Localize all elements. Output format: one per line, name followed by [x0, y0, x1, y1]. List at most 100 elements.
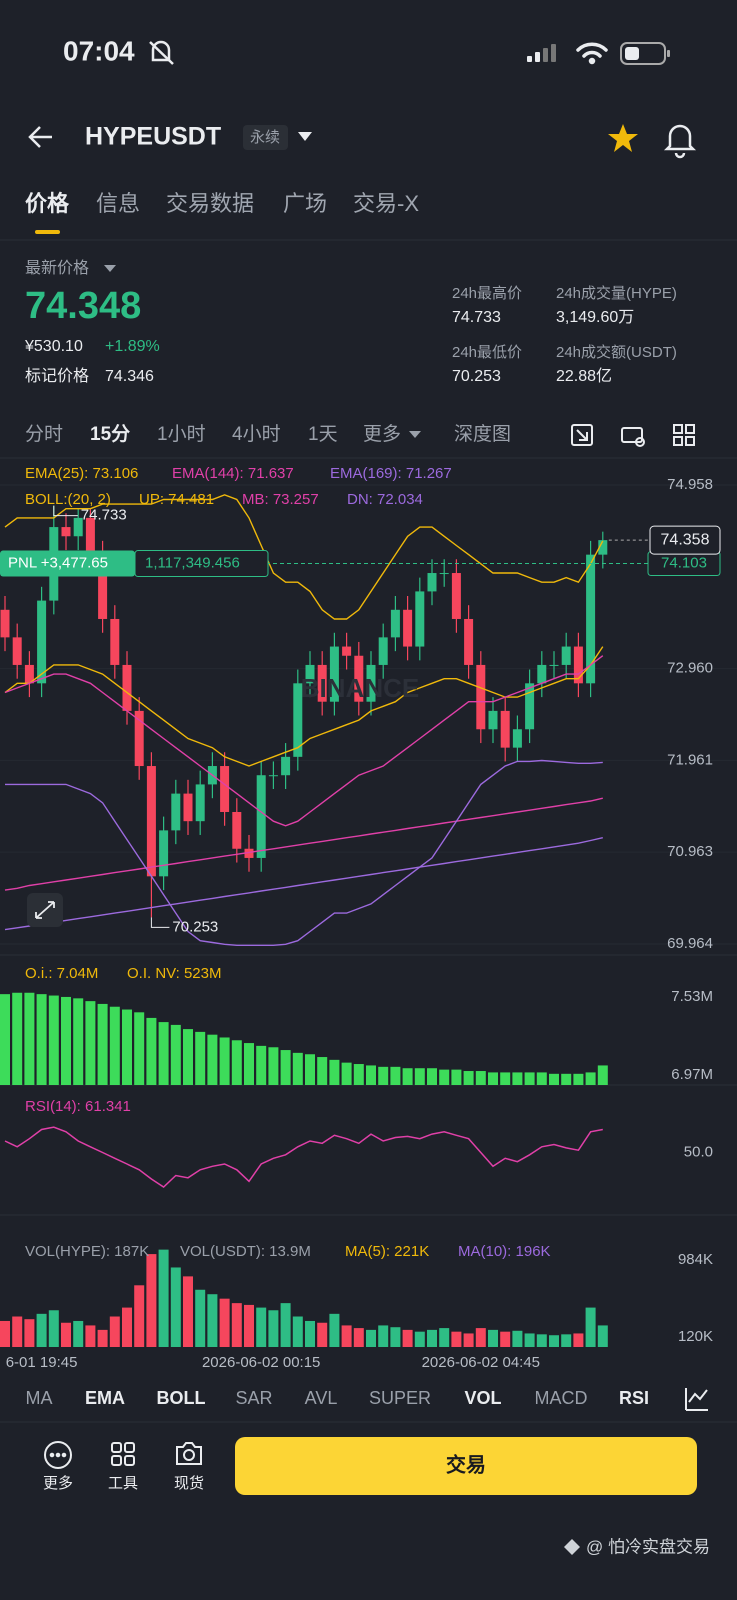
- bar: [378, 1325, 389, 1347]
- candle-body: [281, 756, 291, 776]
- pnl-box[interactable]: [0, 550, 135, 577]
- bar: [256, 1307, 267, 1347]
- candle-body: [439, 573, 449, 575]
- y-tick-label: 50.0: [684, 1143, 713, 1160]
- bar: [146, 1254, 157, 1347]
- candle-body: [305, 664, 315, 684]
- expand-button[interactable]: [27, 893, 63, 927]
- tab[interactable]: 交易数据: [166, 191, 254, 216]
- more-dropdown[interactable]: [409, 431, 421, 438]
- legend-boll: BOLL:(20, 2): [25, 491, 111, 508]
- bar: [414, 1331, 425, 1347]
- bar: [488, 1072, 498, 1085]
- bar: [366, 1065, 376, 1085]
- legend-item: EMA(25): 73.106: [25, 465, 138, 482]
- candle-body: [378, 637, 388, 665]
- bar: [109, 1006, 120, 1085]
- symbol-dropdown[interactable]: [298, 132, 312, 141]
- chart-settings[interactable]: [685, 1388, 708, 1411]
- candle-body: [561, 646, 571, 665]
- indicator-tab[interactable]: MA: [26, 1388, 53, 1408]
- x-tick-label: 2026-06-02 04:45: [422, 1354, 540, 1371]
- mute-icon: [149, 40, 174, 65]
- candle-body: [110, 618, 120, 665]
- indicator-tab[interactable]: RSI: [619, 1388, 649, 1408]
- bar: [268, 1047, 279, 1085]
- chart-watermark: BINANCE: [301, 673, 419, 703]
- stat-value: 70.253: [452, 368, 501, 385]
- price-dropdown[interactable]: [104, 265, 116, 272]
- bar: [85, 1325, 96, 1347]
- chart-tools[interactable]: [571, 424, 695, 447]
- interval[interactable]: 1天: [308, 424, 338, 445]
- bar: [170, 1024, 181, 1085]
- candle-body: [476, 664, 486, 730]
- bar: [427, 1068, 437, 1085]
- indicator-tab[interactable]: EMA: [85, 1388, 125, 1408]
- bar: [36, 994, 47, 1085]
- indicator-tab[interactable]: MACD: [535, 1388, 588, 1408]
- legend-item: UP: 74.481: [139, 491, 214, 508]
- candle-body: [12, 637, 22, 665]
- candle-body: [171, 793, 181, 831]
- tab[interactable]: 广场: [283, 191, 327, 216]
- tab[interactable]: 信息: [96, 191, 140, 216]
- bar: [195, 1031, 206, 1085]
- high-label: 74.733: [81, 507, 127, 524]
- bar: [390, 1066, 401, 1085]
- y-tick-label: 120K: [678, 1328, 713, 1345]
- interval[interactable]: 更多: [363, 423, 401, 445]
- interval[interactable]: 15分: [90, 423, 130, 445]
- bar: [317, 1057, 328, 1085]
- bar: [48, 1310, 59, 1347]
- bar: [280, 1050, 291, 1085]
- tool-label[interactable]: 更多: [43, 1475, 73, 1492]
- bar: [24, 992, 35, 1085]
- low-marker: [150, 917, 170, 928]
- stat-label: 24h最高价: [452, 285, 522, 302]
- legend-item: VOL(HYPE): 187K: [25, 1243, 149, 1260]
- indicator-tab[interactable]: AVL: [305, 1388, 338, 1408]
- bar: [329, 1313, 340, 1347]
- tool-icons: [44, 1441, 202, 1469]
- bar: [597, 1065, 608, 1085]
- stat-value: 3,149.60万: [556, 309, 634, 326]
- tab[interactable]: 交易-X: [353, 191, 419, 216]
- symbol[interactable]: HYPEUSDT: [85, 123, 221, 151]
- interval[interactable]: 深度图: [454, 423, 511, 445]
- indicator-tab[interactable]: VOL: [464, 1388, 501, 1408]
- indicator-line: [4, 655, 604, 827]
- cny-price: ¥530.10: [24, 338, 83, 355]
- position-size: 1,117,349.456: [145, 555, 240, 572]
- tab[interactable]: 价格: [25, 191, 70, 216]
- trade-button-label[interactable]: 交易: [446, 1452, 486, 1476]
- bar: [73, 998, 84, 1085]
- indicator-line: [4, 494, 604, 620]
- bar: [573, 1073, 584, 1085]
- trade-button[interactable]: [235, 1437, 697, 1495]
- bar: [158, 1249, 169, 1347]
- favorite-star[interactable]: [608, 124, 638, 152]
- indicator-tab[interactable]: SAR: [235, 1388, 272, 1408]
- pnl[interactable]: PNL +3,477.65: [8, 555, 108, 572]
- candle-body: [256, 775, 266, 858]
- bar: [585, 1307, 596, 1347]
- indicator-tab[interactable]: BOLL: [157, 1388, 206, 1408]
- y-tick-label: 74.958: [667, 476, 713, 493]
- legend-item: EMA(144): 71.637: [172, 465, 294, 482]
- alert-bell[interactable]: [663, 124, 697, 159]
- bar: [122, 1009, 132, 1085]
- tool-label[interactable]: 工具: [108, 1475, 138, 1492]
- back-button[interactable]: [28, 126, 52, 148]
- bar: [231, 1303, 242, 1347]
- indicator-line: [5, 759, 603, 946]
- indicator-tab[interactable]: SUPER: [369, 1388, 431, 1408]
- legend-item: MA(10): 196K: [458, 1243, 551, 1260]
- x-tick-label: 2026-06-02 00:15: [202, 1354, 320, 1371]
- interval[interactable]: 1小时: [157, 423, 206, 445]
- bar: [97, 1003, 108, 1085]
- tool-label[interactable]: 现货: [174, 1475, 204, 1492]
- interval[interactable]: 分时: [25, 423, 63, 445]
- legend-item: DN: 72.034: [347, 491, 423, 508]
- interval[interactable]: 4小时: [232, 423, 281, 445]
